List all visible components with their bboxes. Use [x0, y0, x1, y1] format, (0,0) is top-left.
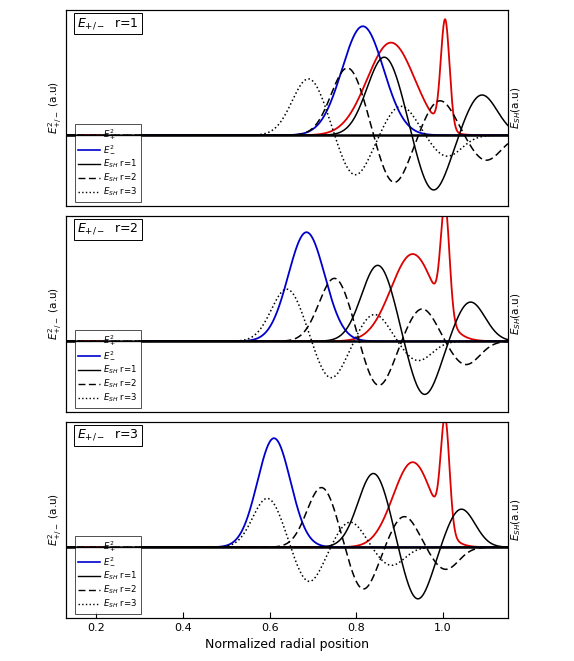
Y-axis label: $E_{SH}$(a.u): $E_{SH}$(a.u): [509, 87, 523, 129]
Legend: $E^2_+$, $E^2_-$, $E_{SH}$ r=1, $E_{SH}$ r=2, $E_{SH}$ r=3: $E^2_+$, $E^2_-$, $E_{SH}$ r=1, $E_{SH}$…: [75, 536, 141, 613]
Y-axis label: $E^2_{+/-}$ (a.u): $E^2_{+/-}$ (a.u): [46, 288, 65, 340]
Y-axis label: $E_{SH}$(a.u): $E_{SH}$(a.u): [509, 499, 523, 541]
Legend: $E^2_+$, $E^2_-$, $E_{SH}$ r=1, $E_{SH}$ r=2, $E_{SH}$ r=3: $E^2_+$, $E^2_-$, $E_{SH}$ r=1, $E_{SH}$…: [75, 330, 141, 408]
Y-axis label: $E_{SH}$(a.u): $E_{SH}$(a.u): [509, 293, 523, 335]
Y-axis label: $E^2_{+/-}$ (a.u): $E^2_{+/-}$ (a.u): [46, 81, 65, 134]
X-axis label: Normalized radial position: Normalized radial position: [205, 639, 369, 652]
Text: $E_{+/-}$  r=3: $E_{+/-}$ r=3: [77, 428, 139, 442]
Legend: $E^2_+$, $E^2_-$, $E_{SH}$ r=1, $E_{SH}$ r=2, $E_{SH}$ r=3: $E^2_+$, $E^2_-$, $E_{SH}$ r=1, $E_{SH}$…: [75, 124, 141, 202]
Text: $E_{+/-}$  r=1: $E_{+/-}$ r=1: [77, 16, 139, 30]
Y-axis label: $E^2_{+/-}$ (a.u): $E^2_{+/-}$ (a.u): [46, 494, 65, 547]
Text: $E_{+/-}$  r=2: $E_{+/-}$ r=2: [77, 222, 138, 237]
